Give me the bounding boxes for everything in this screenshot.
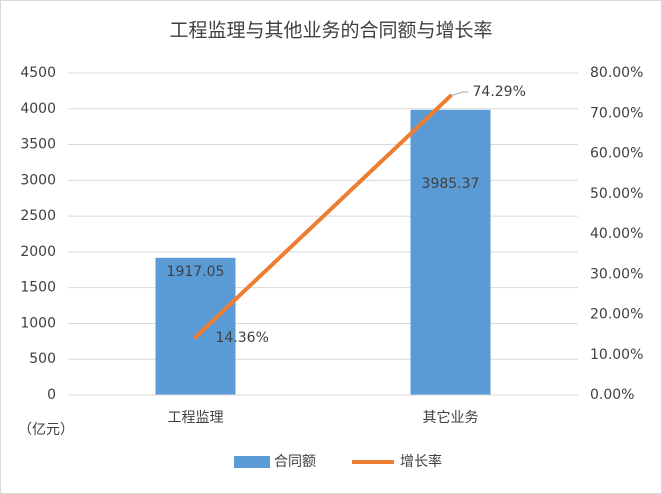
y-tick-label: 1000	[20, 315, 56, 331]
y2-tick-label: 70.00%	[590, 105, 643, 121]
bar-value-label: 1917.05	[167, 264, 225, 280]
y2-tick-label: 20.00%	[590, 307, 643, 323]
y2-tick-label: 60.00%	[590, 146, 643, 162]
x-tick-label: 其它业务	[423, 409, 479, 426]
chart-title: 工程监理与其他业务的合同额与增长率	[169, 20, 492, 42]
y2-tick-label: 40.00%	[590, 226, 643, 242]
line-value-label: 74.29%	[473, 84, 526, 100]
label-leader	[450, 91, 469, 97]
line	[193, 93, 453, 340]
y-tick-label: 2500	[20, 208, 56, 224]
y2-tick-label: 50.00%	[590, 186, 643, 202]
line-value-label: 14.36%	[216, 330, 269, 346]
y-tick-label: 4000	[20, 101, 56, 117]
y2-tick-label: 10.00%	[590, 347, 643, 363]
y-tick-label: 3000	[20, 172, 56, 188]
y-tick-label: 500	[29, 351, 56, 367]
bar	[410, 109, 491, 395]
legend-swatch	[234, 456, 270, 468]
legend-label: 增长率	[400, 453, 442, 470]
bar	[155, 257, 236, 395]
legend-label: 合同额	[274, 454, 316, 470]
y2-tick-label: 0.00%	[590, 387, 634, 403]
y-tick-label: 1500	[20, 280, 56, 296]
y2-tick-label: 30.00%	[590, 266, 643, 282]
y-tick-label: 3500	[20, 137, 56, 153]
x-tick-label: 工程监理	[168, 410, 224, 426]
bar-value-label: 3985.37	[422, 176, 480, 192]
y-unit: （亿元）	[18, 422, 74, 438]
y2-tick-label: 80.00%	[590, 65, 643, 81]
y-tick-label: 2000	[20, 244, 56, 260]
y-tick-label: 4500	[20, 65, 56, 81]
y-tick-label: 0	[47, 387, 56, 403]
